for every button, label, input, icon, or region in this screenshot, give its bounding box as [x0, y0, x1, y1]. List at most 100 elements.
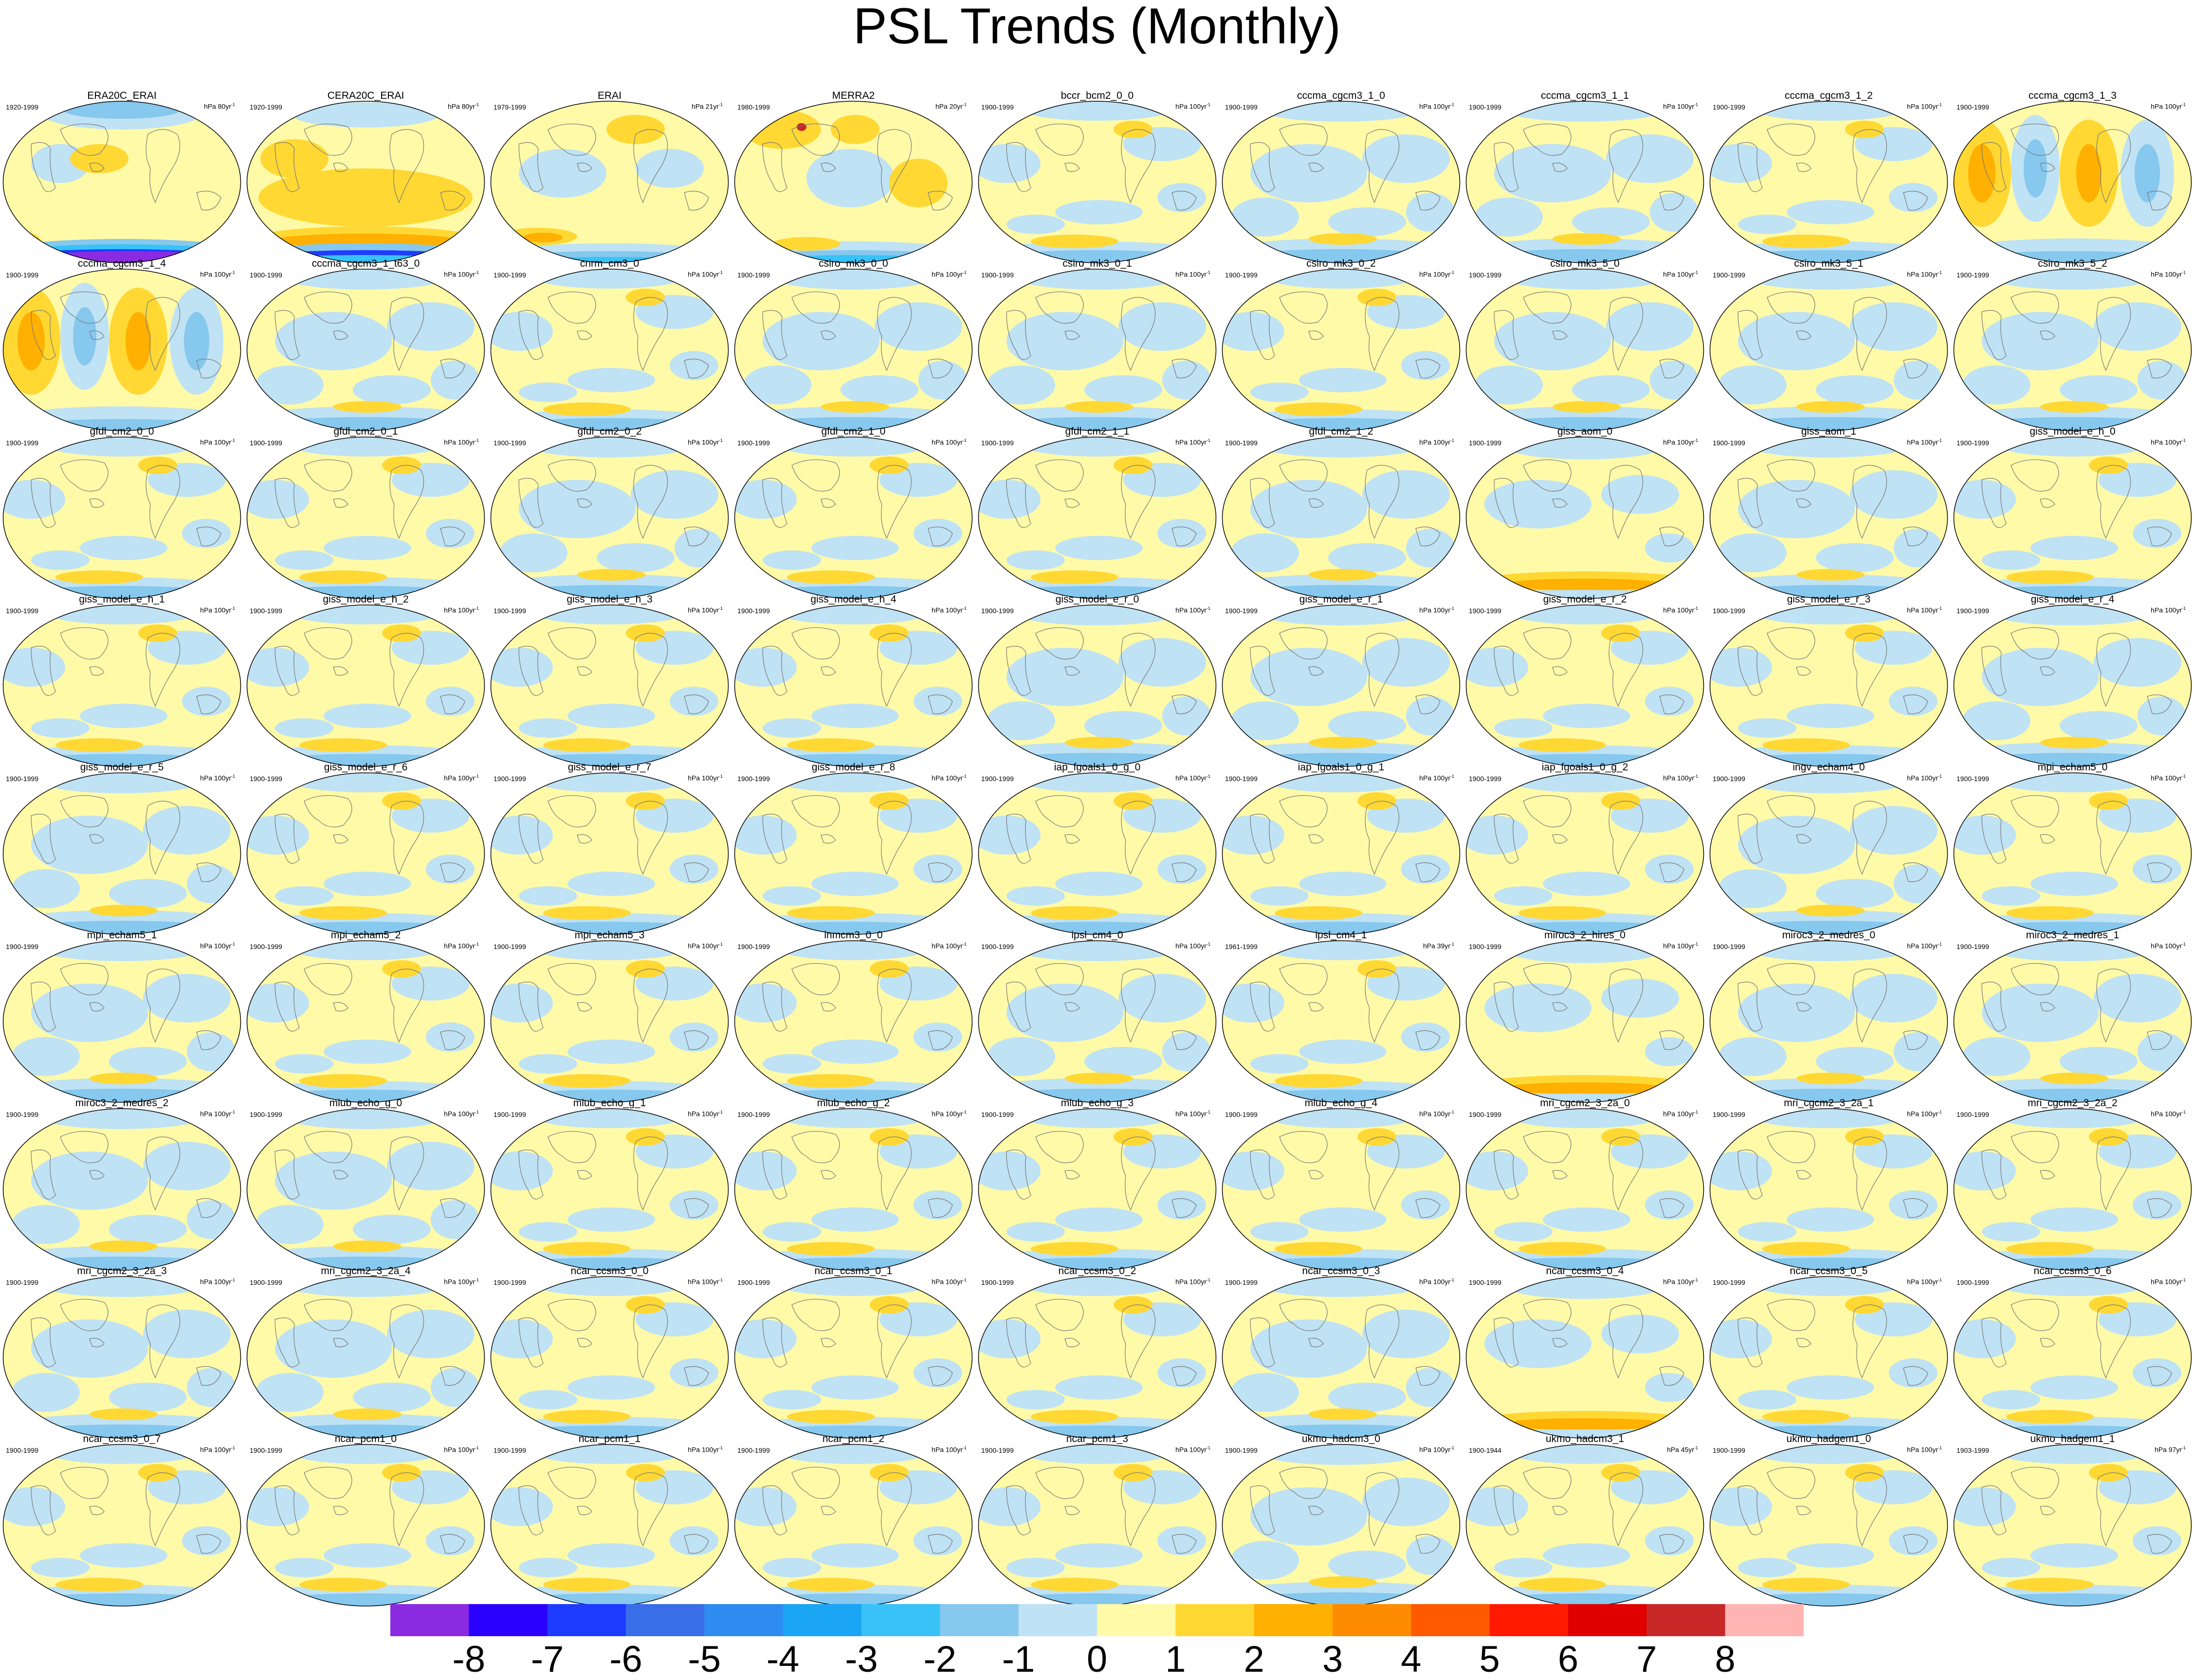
panel-years: 1900-1999 [6, 1111, 38, 1118]
map-projection [490, 101, 729, 263]
map-panel: iap_fgoals1_0_g_2 1900-1999 hPa 100yr-1 [1463, 758, 1707, 935]
panel-units: hPa 100yr-1 [1419, 1278, 1454, 1286]
map-projection [1465, 437, 1704, 599]
panel-years: 1900-1999 [1225, 607, 1258, 615]
map-panel: giss_aom_1 1900-1999 hPa 100yr-1 [1707, 422, 1951, 599]
panel-years: 1900-1999 [1713, 1446, 1745, 1454]
colorbar-swatch [940, 1604, 1019, 1636]
map-projection [1953, 1108, 2192, 1271]
colorbar-tick-label: 7 [1636, 1639, 1657, 1680]
map-projection [246, 1108, 485, 1271]
map-panel: giss_model_e_r_5 1900-1999 hPa 100yr-1 [0, 758, 244, 935]
panel-units: hPa 100yr-1 [2151, 1278, 2186, 1286]
panel-title: cccma_cgcm3_1_t63_0 [311, 258, 420, 269]
panel-years: 1900-1999 [250, 1446, 282, 1454]
map-projection [490, 1108, 729, 1271]
panel-title: gfdl_cm2_0_2 [577, 426, 642, 437]
map-projection [490, 604, 729, 767]
map-panel: ukmo_hadcm3_1 1900-1944 hPa 45yr-1 [1463, 1430, 1707, 1607]
panel-units: hPa 100yr-1 [1907, 270, 1942, 278]
panel-title: iap_fgoals1_0_g_2 [1541, 762, 1628, 773]
panel-title: ncar_pcm1_0 [334, 1433, 397, 1444]
panel-years: 1900-1999 [1225, 1111, 1258, 1118]
panel-title: csiro_mk3_0_2 [1306, 258, 1376, 269]
panel-title: iap_fgoals1_0_g_1 [1298, 762, 1385, 773]
panel-years: 1900-1999 [1713, 439, 1745, 447]
map-panel: ipsl_cm4_0 1900-1999 hPa 100yr-1 [975, 926, 1219, 1103]
map-projection [734, 1276, 973, 1439]
panel-units: hPa 100yr-1 [932, 270, 967, 278]
panel-title: giss_model_e_h_0 [2029, 426, 2116, 437]
panel-title: giss_model_e_r_0 [1055, 594, 1139, 605]
map-projection [1222, 1108, 1461, 1271]
colorbar-tick-label: -1 [1002, 1639, 1035, 1680]
map-projection [246, 772, 485, 935]
panel-title: miroc3_2_medres_2 [75, 1097, 169, 1109]
colorbar-swatch [1175, 1604, 1255, 1636]
panel-units: hPa 100yr-1 [932, 1110, 967, 1118]
panel-years: 1900-1999 [1956, 1278, 1989, 1286]
panel-title: miroc3_2_hires_0 [1544, 930, 1626, 941]
panel-units: hPa 100yr-1 [688, 942, 723, 950]
map-panel: csiro_mk3_0_2 1900-1999 hPa 100yr-1 [1219, 255, 1463, 431]
colorbar-tick-label: 3 [1322, 1639, 1343, 1680]
map-projection [1465, 1276, 1704, 1439]
panel-years: 1900-1999 [981, 439, 1014, 447]
panel-years: 1900-1999 [1713, 607, 1745, 615]
panel-title: gfdl_cm2_0_0 [90, 426, 154, 437]
panel-title: mpi_echam5_0 [2037, 762, 2108, 773]
panel-units: hPa 100yr-1 [932, 774, 967, 782]
panel-title: csiro_mk3_5_0 [1550, 258, 1620, 269]
panel-title: mpi_echam5_3 [574, 930, 645, 941]
panel-units: hPa 100yr-1 [1419, 1445, 1454, 1454]
panel-title: bccr_bcm2_0_0 [1060, 90, 1134, 101]
panel-title: cccma_cgcm3_1_2 [1785, 90, 1873, 101]
map-panel: ERAI 1979-1999 hPa 21yr-1 [488, 87, 731, 263]
panel-title: giss_model_e_h_3 [567, 594, 653, 605]
map-projection [978, 1276, 1217, 1439]
colorbar-swatch [1097, 1604, 1176, 1636]
panel-title: ingv_echam4_0 [1792, 762, 1865, 773]
panel-units: hPa 100yr-1 [1419, 438, 1454, 446]
map-projection [2, 1276, 241, 1439]
map-projection [1222, 101, 1461, 263]
panel-title: cccma_cgcm3_1_4 [78, 258, 166, 269]
panel-title: ukmo_hadgem1_0 [1786, 1433, 1871, 1444]
panel-title: csiro_mk3_0_1 [1062, 258, 1132, 269]
panel-years: 1900-1999 [981, 103, 1014, 111]
panel-title: giss_model_e_r_5 [80, 762, 164, 773]
panel-units: hPa 100yr-1 [1175, 774, 1210, 782]
panel-units: hPa 21yr-1 [691, 102, 723, 110]
map-panel: inmcm3_0_0 1900-1999 hPa 100yr-1 [731, 926, 975, 1103]
panel-years: 1900-1999 [1956, 943, 1989, 950]
panel-units: hPa 100yr-1 [200, 1278, 235, 1286]
panel-title: ukmo_hadcm3_1 [1545, 1433, 1625, 1444]
panel-years: 1900-1999 [6, 1278, 38, 1286]
map-panel: ncar_ccsm3_0_3 1900-1999 hPa 100yr-1 [1219, 1262, 1463, 1439]
map-projection [1953, 604, 2192, 767]
map-projection [734, 101, 973, 263]
panel-years: 1900-1999 [1713, 103, 1745, 111]
panel-years: 1900-1999 [737, 775, 770, 783]
panel-units: hPa 100yr-1 [1175, 942, 1210, 950]
panel-units: hPa 100yr-1 [1663, 1110, 1698, 1118]
panel-units: hPa 100yr-1 [1419, 102, 1454, 110]
panel-years: 1900-1999 [494, 271, 526, 279]
colorbar-labels: -8 -7 -6 -5 -4 -3 -2 -1 0 1 2 3 4 5 6 7 8 [0, 1640, 2194, 1679]
panel-title: ncar_ccsm3_0_5 [1790, 1265, 1868, 1277]
colorbar-swatch [1018, 1604, 1097, 1636]
map-panel: ukmo_hadcm3_0 1900-1999 hPa 100yr-1 [1219, 1430, 1463, 1607]
map-projection [1953, 1444, 2192, 1607]
map-panel: ncar_pcm1_3 1900-1999 hPa 100yr-1 [975, 1430, 1219, 1607]
map-panel: gfdl_cm2_0_2 1900-1999 hPa 100yr-1 [488, 422, 731, 599]
panel-units: hPa 100yr-1 [444, 438, 479, 446]
panel-title: miub_echo_g_2 [817, 1097, 890, 1109]
colorbar-tick-label: -8 [452, 1639, 486, 1680]
map-projection [1953, 772, 2192, 935]
panel-units: hPa 100yr-1 [444, 1445, 479, 1454]
panel-units: hPa 100yr-1 [2151, 102, 2186, 110]
panel-title: giss_aom_1 [1801, 426, 1857, 437]
map-projection [1709, 1108, 1948, 1271]
map-projection [734, 269, 973, 431]
panel-years: 1900-1999 [737, 439, 770, 447]
